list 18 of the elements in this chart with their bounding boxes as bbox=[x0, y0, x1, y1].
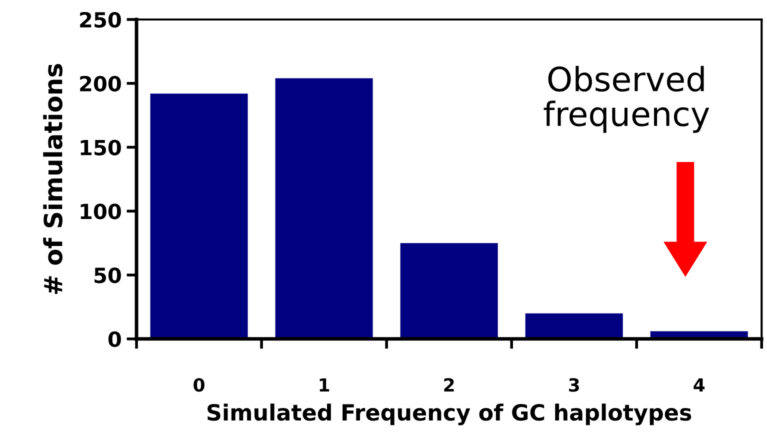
y-tick-label: 0 bbox=[108, 331, 121, 348]
annotation: Observed frequency bbox=[544, 66, 710, 133]
x-axis-title: Simulated Frequency of GC haplotypes bbox=[208, 404, 692, 426]
x-tick-label: 2 bbox=[444, 378, 454, 392]
y-tick-label: 50 bbox=[94, 267, 121, 284]
x-tick-label: 0 bbox=[194, 378, 204, 392]
x-tick-label: 1 bbox=[320, 378, 330, 392]
y-tick-label: 150 bbox=[80, 140, 121, 156]
bar bbox=[525, 313, 623, 339]
y-tick-label: 100 bbox=[80, 204, 121, 220]
x-tick-label: 4 bbox=[694, 378, 705, 392]
y-axis-title: # of Simulations bbox=[43, 64, 62, 294]
y-tick-label: 250 bbox=[80, 12, 121, 28]
bar bbox=[275, 78, 373, 339]
bar bbox=[400, 243, 498, 339]
bar bbox=[150, 94, 248, 339]
x-tick-label: 3 bbox=[569, 378, 579, 392]
y-tick-label: 200 bbox=[80, 76, 121, 92]
